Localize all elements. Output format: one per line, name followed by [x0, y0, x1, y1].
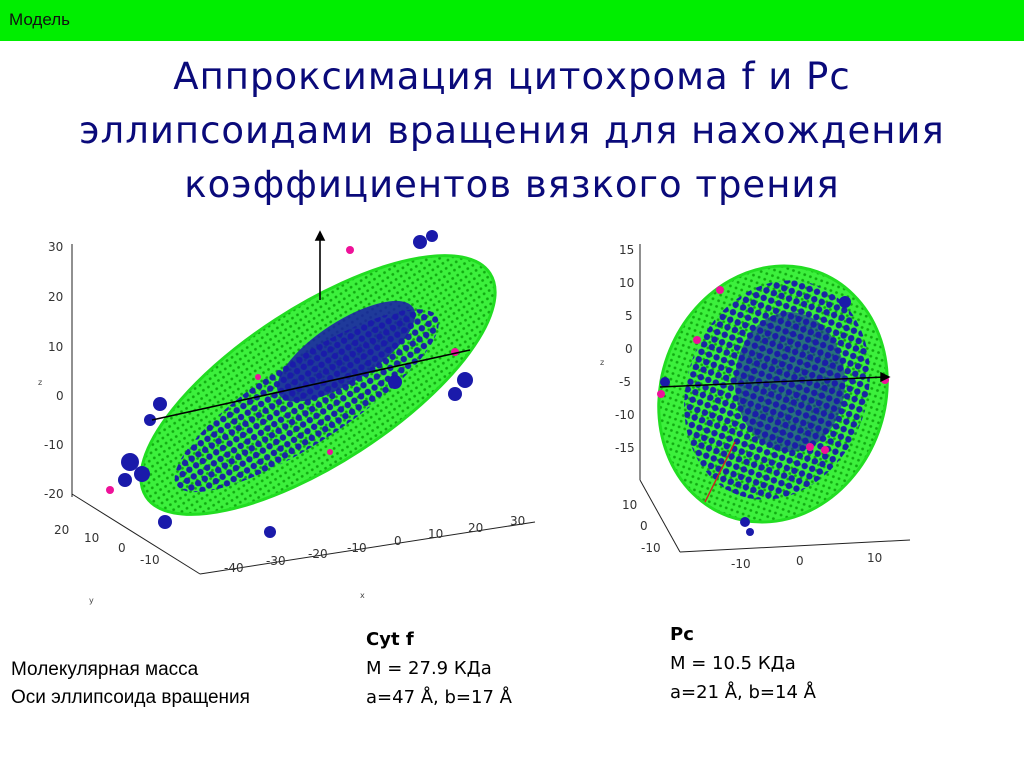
pc-ellipsoid-plot: 15 10 5 0 -5 -10 -15 z 10 0 -10 -10 0 10 — [585, 232, 925, 582]
title-line-2: эллипсоидами вращения для нахождения — [79, 109, 945, 152]
cytf-y-axis-label: y — [89, 596, 94, 605]
pc-z-tick: 0 — [625, 342, 633, 356]
pc-y-ticks: 10 0 -10 — [622, 498, 661, 555]
pc-ellipsoid — [657, 264, 889, 524]
cytf-x-ticks: -30 -20 -10 0 10 20 30 x — [266, 514, 525, 600]
pc-y-tick: 10 — [622, 498, 637, 512]
pc-x-tick: -10 — [731, 557, 751, 571]
cytf-x-tick: 10 — [428, 527, 443, 541]
pc-z-tick: -15 — [615, 441, 635, 455]
cytf-x-tick: -20 — [308, 547, 328, 561]
pc-principal-axes — [659, 371, 891, 503]
cytf-x-axis-label: x — [360, 591, 365, 600]
pc-properties: Pc M = 10.5 КДа a=21 Å, b=14 Å — [670, 620, 816, 707]
cytf-z-tick: -10 — [44, 438, 64, 452]
cytf-z-tick: 20 — [48, 290, 63, 304]
cytf-y-tick: 0 — [118, 541, 126, 555]
slide-title: Аппроксимация цитохрома f и Pc эллипсоид… — [0, 50, 1024, 212]
cytf-z-ticks: 30 20 10 0 -10 -20 z — [38, 240, 64, 501]
cytf-name: Cyt f — [366, 629, 414, 650]
pc-z-tick: -10 — [615, 408, 635, 422]
cytf-z-tick: -20 — [44, 487, 64, 501]
title-line-3: коэффициентов вязкого трения — [184, 163, 840, 206]
cytf-z-tick: 0 — [56, 389, 64, 403]
pc-z-tick: 15 — [619, 243, 634, 257]
pc-z-tick: -5 — [619, 375, 631, 389]
cytf-z-tick: 10 — [48, 340, 63, 354]
pc-plot-svg: 15 10 5 0 -5 -10 -15 z 10 0 -10 -10 0 10 — [600, 243, 911, 571]
pc-mass: M = 10.5 КДа — [670, 653, 796, 674]
pc-z-tick: 5 — [625, 309, 633, 323]
ellipsoid-axes-label: Оси эллипсоида вращения — [11, 687, 250, 708]
cytf-properties: Cyt f М = 27.9 КДа a=47 Å, b=17 Å — [366, 625, 512, 712]
pc-z-ticks: 15 10 5 0 -5 -10 -15 z — [600, 243, 635, 455]
cytf-y-tick: -40 — [224, 561, 244, 575]
pc-name: Pc — [670, 624, 694, 645]
pc-y-tick: -10 — [641, 541, 661, 555]
cytf-ellipsoid-plot: 30 20 10 0 -10 -20 z 20 10 0 -10 -40 y -… — [0, 222, 560, 612]
cytf-atom-clusters — [118, 230, 473, 538]
cytf-ellipsoid — [139, 254, 497, 516]
cytf-principal-axes — [151, 230, 471, 421]
cytf-x-tick: -10 — [347, 541, 367, 555]
properties-labels: Молекулярная масса Оси эллипсоида вращен… — [11, 656, 250, 712]
pc-z-axis-label: z — [600, 358, 604, 367]
cytf-highlight-atoms — [106, 246, 459, 494]
section-header-bar: Модель — [0, 0, 1024, 41]
cytf-y-tick: 20 — [54, 523, 69, 537]
cytf-x-tick: 0 — [394, 534, 402, 548]
pc-x-tick: 10 — [867, 551, 882, 565]
pc-axes: a=21 Å, b=14 Å — [670, 682, 816, 703]
title-line-1: Аппроксимация цитохрома f и Pc — [173, 55, 851, 98]
cytf-y-tick: 10 — [84, 531, 99, 545]
cytf-x-tick: 20 — [468, 521, 483, 535]
cytf-mass: М = 27.9 КДа — [366, 658, 492, 679]
cytf-plot-svg: 30 20 10 0 -10 -20 z 20 10 0 -10 -40 y -… — [38, 230, 536, 605]
cytf-x-tick: 30 — [510, 514, 525, 528]
cytf-y-ticks: 20 10 0 -10 -40 y — [54, 523, 244, 605]
cytf-x-tick: -30 — [266, 554, 286, 568]
pc-axes-frame — [639, 244, 911, 553]
pc-x-tick: 0 — [796, 554, 804, 568]
pc-x-ticks: -10 0 10 — [731, 551, 882, 571]
molecular-mass-label: Молекулярная масса — [11, 659, 199, 680]
cytf-axes: a=47 Å, b=17 Å — [366, 687, 512, 708]
cytf-y-tick: -10 — [140, 553, 160, 567]
pc-atom-clusters — [660, 296, 851, 536]
cytf-axes-frame — [71, 244, 536, 575]
pc-y-tick: 0 — [640, 519, 648, 533]
cytf-z-tick: 30 — [48, 240, 63, 254]
section-label: Модель — [9, 10, 71, 29]
cytf-z-axis-label: z — [38, 378, 42, 387]
pc-z-tick: 10 — [619, 276, 634, 290]
